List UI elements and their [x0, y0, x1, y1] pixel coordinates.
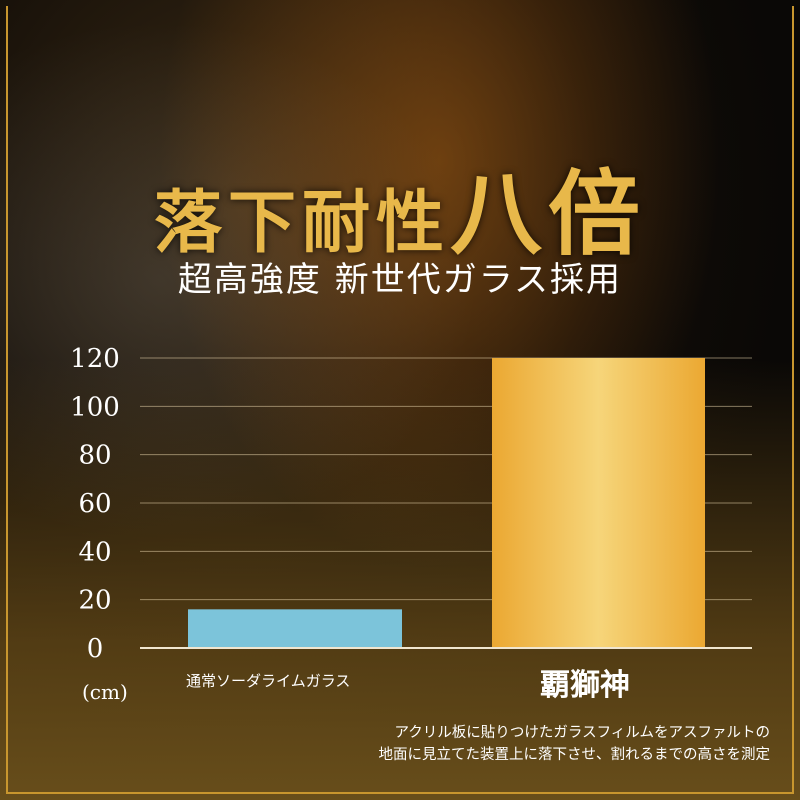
- bar-1: [492, 358, 705, 647]
- y-tick-label: 20: [78, 586, 111, 616]
- category-label-soda-lime: 通常ソーダライムガラス: [186, 672, 351, 690]
- y-tick-label: 100: [70, 392, 120, 422]
- y-tick-label: 80: [78, 441, 111, 471]
- subtitle: 超高強度 新世代ガラス採用: [177, 260, 623, 300]
- footnote: アクリル板に貼りつけたガラスフィルムをアスファルトの 地面に見立てた装置上に落下…: [379, 722, 771, 766]
- footnote-line: 地面に見立てた装置上に落下させ、割れるまでの高さを測定: [378, 747, 771, 763]
- title-main: 落下耐性: [153, 183, 450, 263]
- page-title: 落下耐性八倍: [0, 140, 800, 273]
- title-emphasis: 八倍: [450, 160, 647, 268]
- y-tick-label: 60: [78, 489, 111, 519]
- footnote-line: アクリル板に貼りつけたガラスフィルムをアスファルトの: [394, 725, 770, 741]
- bar-0: [188, 609, 402, 647]
- y-tick-label: 120: [70, 344, 120, 374]
- y-tick-label: 0: [87, 634, 104, 664]
- brand-logo: 覇獅神: [540, 668, 630, 703]
- y-tick-label: 40: [78, 537, 111, 567]
- y-axis-unit: (cm): [82, 680, 128, 704]
